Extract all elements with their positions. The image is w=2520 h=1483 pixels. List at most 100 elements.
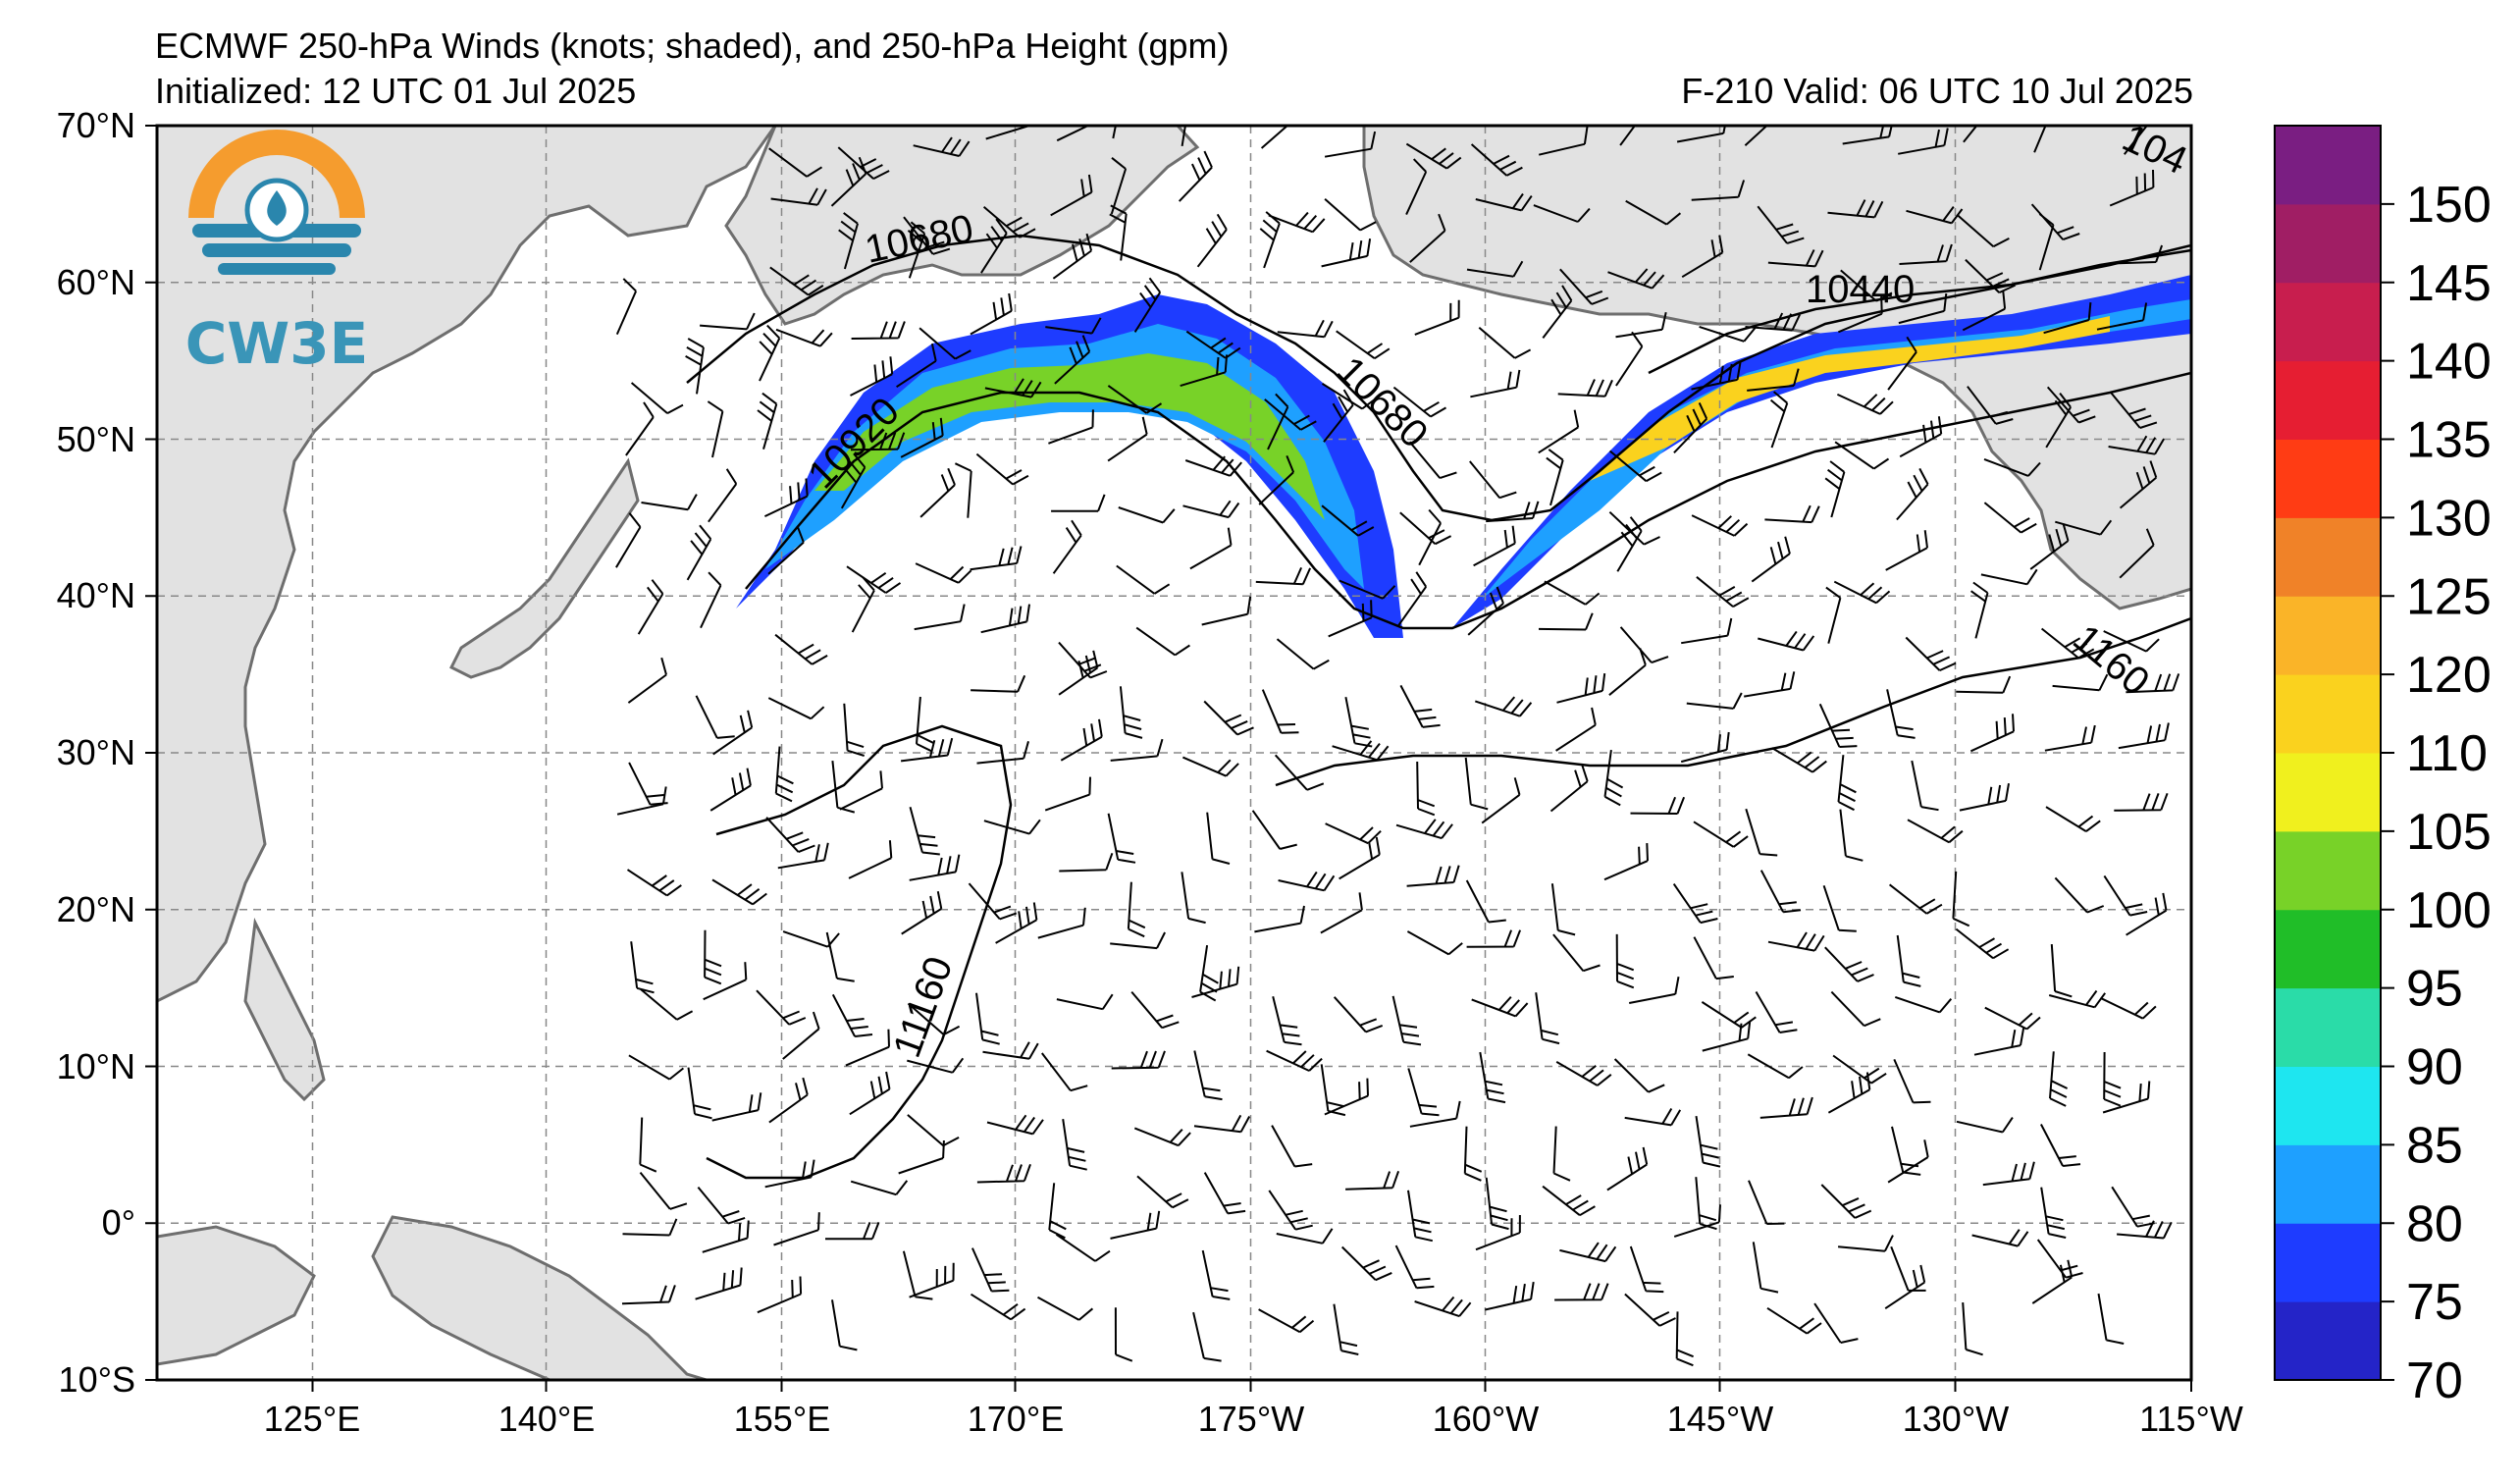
wind-barb	[702, 1220, 750, 1253]
wind-barb	[1416, 761, 1436, 817]
lat-ticks	[145, 125, 157, 1381]
wind-barb	[1058, 650, 1099, 696]
colorbar-label: 120	[2406, 647, 2492, 704]
wind-barb	[1896, 934, 1921, 987]
wind-barb	[1624, 1107, 1682, 1127]
logo-wave-3	[218, 263, 336, 275]
wind-barb	[1111, 1050, 1166, 1070]
wind-barb	[2124, 126, 2149, 155]
wind-barb	[1107, 813, 1136, 864]
wind-barb	[1983, 502, 2037, 534]
height-contours	[686, 234, 2191, 1180]
wind-barb	[782, 1011, 820, 1060]
wind-barb	[919, 327, 971, 360]
wind-barb	[1116, 564, 1171, 595]
wind-barb	[641, 494, 698, 511]
wind-barb	[1559, 268, 1609, 305]
lon-label: 125°E	[264, 1399, 360, 1439]
wind-barb	[1127, 881, 1146, 938]
wind-barb	[686, 524, 712, 581]
wind-barb	[1965, 258, 2017, 294]
wind-barb	[2045, 392, 2072, 449]
wind-barb	[1962, 291, 2007, 332]
wind-speed-shading	[736, 275, 2191, 638]
wind-barb	[2030, 203, 2080, 241]
wind-barb	[1559, 1242, 1617, 1263]
wind-barb	[1757, 205, 1805, 244]
wind-barb	[2119, 460, 2158, 509]
wind-barb	[1603, 749, 1624, 807]
wind-barb	[976, 741, 1029, 765]
colorbar-label: 125	[2406, 568, 2492, 625]
wind-barb	[914, 604, 966, 631]
wind-barb	[1838, 295, 1883, 334]
wind-barb	[695, 695, 735, 739]
wind-barb	[1546, 449, 1564, 506]
wind-barb	[898, 1139, 945, 1175]
wind-barb	[1980, 568, 2038, 586]
logo-wave-2	[202, 243, 351, 257]
wind-barb	[1406, 865, 1460, 887]
wind-barb	[1485, 1177, 1509, 1231]
wind-barb	[1399, 684, 1441, 728]
wind-barb	[1615, 311, 1667, 339]
wind-barb	[1834, 441, 1890, 470]
wind-barb	[1549, 764, 1589, 813]
wind-barb	[1405, 142, 1462, 170]
wind-barb	[839, 770, 883, 811]
wind-barb	[1552, 1126, 1571, 1182]
wind-barb	[1258, 455, 1295, 505]
wind-barb	[1486, 501, 1540, 523]
wind-barb	[1767, 249, 1824, 268]
philippines-land	[243, 917, 326, 1102]
cw3e-logo: CW3E	[185, 130, 369, 377]
wind-barb	[639, 1117, 657, 1173]
lon-label: 145°W	[1667, 1399, 1773, 1439]
wind-barb	[1180, 354, 1229, 388]
wind-barb	[774, 633, 828, 665]
wind-barb	[1325, 822, 1382, 845]
jet-streak-east	[1452, 275, 2191, 628]
wind-barb	[2126, 892, 2168, 936]
wind-barb	[831, 993, 873, 1037]
wind-barb	[1050, 174, 1093, 217]
wind-barb	[851, 321, 906, 340]
logo-drop-icon	[267, 190, 287, 226]
colorbar-label: 85	[2406, 1117, 2463, 1174]
wind-barb	[1058, 641, 1108, 679]
map-plot-area: 10680 10920 10680 10440 1160 11160 104	[157, 126, 2191, 1380]
wind-barb	[1624, 1293, 1676, 1327]
wind-barb	[640, 988, 694, 1021]
wind-barb	[708, 468, 738, 523]
lat-label: 70°N	[57, 105, 135, 145]
wind-barb	[1037, 907, 1086, 939]
wind-barb	[759, 324, 781, 382]
wind-barb	[622, 1218, 678, 1237]
wind-barb	[1983, 457, 2041, 477]
wind-barb	[970, 1293, 1026, 1321]
wind-barb	[985, 126, 1031, 140]
north-land	[724, 126, 1200, 326]
wind-barb	[1755, 990, 1798, 1033]
wind-barb	[1414, 1296, 1472, 1318]
wind-barb	[983, 819, 1041, 835]
wind-barb	[1747, 1053, 1804, 1080]
wind-barb	[1041, 1052, 1088, 1092]
wind-barb	[1392, 386, 1447, 418]
wind-barb	[712, 710, 754, 756]
logo-text: CW3E	[185, 310, 369, 377]
wind-barb	[1538, 409, 1580, 454]
wind-barb	[767, 525, 805, 575]
wind-barb	[1959, 783, 2010, 812]
wind-barb	[968, 882, 1018, 921]
colorbar-label: 100	[2406, 882, 2492, 939]
wind-barb	[1822, 884, 1857, 932]
colorbar	[2274, 125, 2382, 1381]
wind-barb	[2033, 126, 2047, 153]
wind-barb	[1479, 1051, 1506, 1104]
wind-barb	[1888, 883, 1943, 915]
wind-barb	[1189, 527, 1233, 570]
wind-barb	[1324, 131, 1377, 158]
wind-barb	[1056, 993, 1114, 1011]
wind-barb	[1971, 1229, 2029, 1247]
